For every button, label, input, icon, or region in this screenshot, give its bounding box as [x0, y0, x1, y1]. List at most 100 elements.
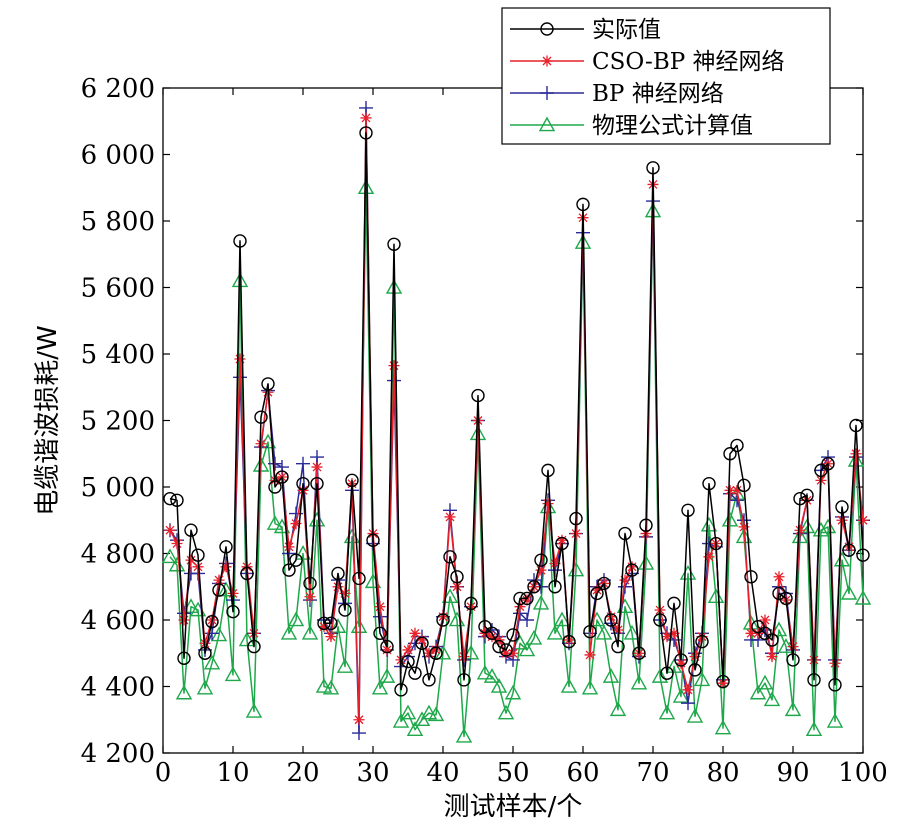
- data-point: [268, 480, 282, 494]
- data-point: [661, 631, 673, 643]
- data-point: [576, 197, 590, 212]
- data-point: [744, 570, 758, 584]
- data-point: [506, 628, 520, 642]
- data-point: [317, 616, 331, 631]
- data-point: [455, 727, 473, 743]
- data-point: [520, 613, 534, 627]
- data-point: [850, 448, 862, 460]
- data-point: [518, 641, 536, 657]
- data-point: [835, 500, 849, 514]
- data-point: [178, 614, 190, 626]
- data-point: [192, 561, 204, 573]
- data-point: [618, 526, 632, 541]
- data-point: [499, 643, 513, 657]
- series-3: [161, 179, 872, 743]
- data-point: [210, 626, 228, 642]
- data-point: [296, 476, 310, 491]
- data-point: [672, 688, 690, 703]
- data-point: [163, 491, 177, 506]
- data-point: [854, 589, 872, 605]
- data-point: [749, 684, 767, 700]
- x-tick-label: 0: [155, 758, 172, 788]
- data-point: [840, 584, 858, 600]
- data-point: [504, 684, 522, 700]
- data-point: [632, 646, 646, 660]
- data-point: [724, 484, 736, 496]
- data-point: [500, 647, 512, 659]
- data-point: [184, 523, 198, 537]
- data-point: [275, 470, 289, 484]
- data-point: [352, 726, 366, 741]
- data-point: [555, 536, 569, 551]
- data-point: [381, 644, 393, 656]
- y-tick-label: 4 600: [81, 606, 155, 636]
- data-point: [331, 566, 345, 581]
- data-point: [450, 570, 464, 584]
- x-tick-label: 40: [426, 758, 459, 788]
- y-tick-label: 6 200: [81, 74, 155, 104]
- data-point: [525, 629, 543, 645]
- data-point: [497, 704, 515, 720]
- data-point: [570, 528, 582, 540]
- data-point: [409, 627, 421, 639]
- data-point: [745, 627, 757, 639]
- x-tick-label: 20: [286, 758, 319, 788]
- data-point: [280, 624, 298, 640]
- data-point: [653, 613, 667, 627]
- data-point: [315, 678, 333, 693]
- data-point: [422, 673, 436, 687]
- data-point: [233, 234, 247, 248]
- data-point: [378, 668, 396, 683]
- data-point: [569, 511, 583, 526]
- y-tick-label: 5 000: [81, 473, 155, 503]
- data-point: [406, 721, 424, 737]
- data-point: [717, 677, 729, 689]
- data-point: [261, 377, 275, 391]
- data-point: [336, 658, 354, 673]
- y-tick-label: 4 200: [81, 739, 155, 769]
- data-point: [702, 476, 716, 491]
- legend-item: 实际值: [510, 17, 661, 43]
- data-point: [758, 626, 772, 640]
- data-point: [714, 719, 732, 735]
- data-point: [472, 415, 484, 426]
- data-point: [492, 639, 506, 654]
- data-point: [287, 611, 305, 627]
- data-point: [763, 691, 781, 707]
- y-tick-label: 5 800: [81, 207, 155, 237]
- data-point: [301, 624, 319, 640]
- data-point: [675, 657, 687, 669]
- data-point: [703, 551, 715, 563]
- data-point: [800, 488, 814, 503]
- data-point: [668, 627, 680, 639]
- x-axis-label: 测试样本/个: [444, 792, 583, 822]
- data-point: [534, 553, 548, 567]
- data-point: [471, 388, 485, 403]
- data-point: [457, 673, 471, 687]
- data-point: [611, 639, 625, 654]
- legend-label: CSO-BP 神经网络: [592, 49, 785, 75]
- data-point: [581, 679, 599, 695]
- data-point: [234, 353, 246, 365]
- data-point: [595, 624, 613, 640]
- data-point: [730, 438, 744, 453]
- data-point: [371, 679, 389, 695]
- data-point: [700, 516, 718, 532]
- data-point: [709, 536, 723, 551]
- data-point: [828, 678, 842, 692]
- data-point: [630, 674, 648, 690]
- data-point: [352, 571, 366, 586]
- data-point: [392, 712, 410, 728]
- data-point: [777, 638, 795, 653]
- data-point: [541, 463, 555, 478]
- y-tick-label: 5 400: [81, 340, 155, 370]
- data-point: [674, 653, 688, 667]
- data-point: [646, 161, 660, 175]
- data-point: [310, 476, 324, 491]
- data-point: [682, 684, 694, 696]
- data-point: [793, 491, 807, 506]
- data-point: [756, 674, 774, 690]
- data-point: [324, 616, 338, 631]
- data-point: [856, 548, 870, 562]
- data-point: [416, 634, 428, 646]
